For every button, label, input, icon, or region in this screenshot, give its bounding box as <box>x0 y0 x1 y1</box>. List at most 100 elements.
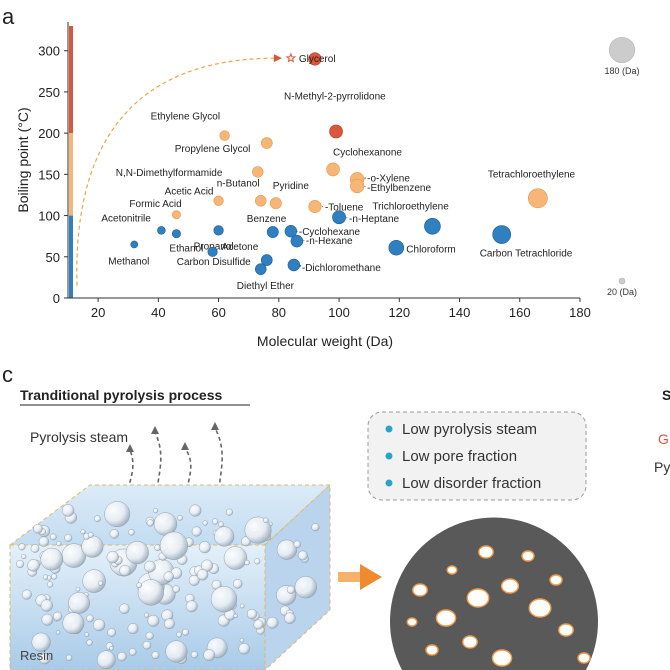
data-point <box>332 210 346 225</box>
point-label: Benzene <box>247 214 287 225</box>
bubble <box>39 652 51 665</box>
data-point <box>207 246 218 257</box>
bubble <box>86 639 93 646</box>
cutoff-py-fragment: Py <box>654 459 670 475</box>
point-label: -n-Heptane <box>349 214 399 225</box>
size-legend-circle <box>608 36 636 64</box>
data-points: Glycerol N-Methyl-2-pyrrolidone Ethylene G… <box>101 52 576 292</box>
resin-label: Resin <box>20 648 53 663</box>
y-tick-label: 300 <box>38 44 60 59</box>
point-label: -Ethylbenzene <box>367 183 431 194</box>
data-point <box>308 52 322 66</box>
bubble <box>128 648 137 656</box>
bubble <box>109 646 114 651</box>
data-point <box>527 188 548 209</box>
point-label: Ethanol <box>169 244 203 255</box>
resin-box <box>8 483 332 670</box>
data-point <box>424 217 441 235</box>
data-point <box>287 258 301 272</box>
bubble <box>152 507 159 514</box>
point-label: Propylene Glycol <box>175 144 251 155</box>
bubble <box>218 521 224 528</box>
bubble <box>297 550 308 561</box>
bubble <box>191 526 202 537</box>
x-tick-label: 180 <box>569 305 591 320</box>
data-point <box>213 225 224 236</box>
bubble <box>253 557 261 565</box>
trend-arrowhead <box>273 54 282 63</box>
arrow-shaft <box>338 572 360 582</box>
panel-label-a: a <box>2 4 15 29</box>
bullet-low-steam: Low pyrolysis steam <box>402 421 537 438</box>
point-label: Carbon Tetrachloride <box>480 249 573 260</box>
data-point <box>252 166 264 178</box>
bubble <box>49 533 57 541</box>
bubble <box>244 516 272 544</box>
bubble <box>136 582 142 589</box>
disk-pores <box>406 545 591 667</box>
point-label: Tetrachloroethylene <box>488 169 576 180</box>
data-point <box>349 178 365 194</box>
bubble <box>225 508 233 516</box>
bubble <box>75 586 81 592</box>
point-label: Diethyl Ether <box>237 281 295 292</box>
bubble <box>182 628 190 636</box>
bullet-dot <box>385 479 393 487</box>
property-box <box>367 411 587 501</box>
bubble <box>203 649 216 662</box>
trend-curve-path <box>76 57 282 286</box>
x-tick-label: 40 <box>151 305 165 320</box>
trend-curve <box>76 52 297 286</box>
data-point <box>308 199 322 214</box>
pore <box>406 617 418 627</box>
bubble <box>30 544 40 553</box>
pore <box>549 574 563 586</box>
point-label: N-Methyl-2-pyrrolidone <box>284 92 386 103</box>
bubble <box>61 504 75 517</box>
bubble <box>109 529 120 539</box>
bubble <box>233 613 238 619</box>
pore <box>558 623 574 637</box>
point-label: -Dichloromethane <box>302 263 381 274</box>
point-label: -o-Xylene <box>367 173 410 184</box>
data-point <box>269 197 282 210</box>
bubble <box>65 654 73 661</box>
steam-arrow <box>126 449 134 511</box>
bubble <box>144 560 156 573</box>
boiling-point-chart: a 20 40 60 80 100 120 140 160 180 0 50 100 150 200 250… <box>2 4 640 349</box>
data-point <box>213 195 224 206</box>
y-axis-label: Boiling point (°C) <box>15 107 31 212</box>
point-label: n-Butanol <box>217 179 260 190</box>
cutoff-heading-fragment: S <box>662 387 670 403</box>
bubble <box>55 630 61 635</box>
point-label: Carbon Disulfide <box>177 257 251 268</box>
data-point <box>157 226 166 235</box>
bubble <box>125 541 149 565</box>
arrowhead <box>126 444 134 452</box>
y-tick-label: 0 <box>53 291 60 306</box>
pore <box>528 598 552 618</box>
bubble <box>145 631 154 640</box>
bubble <box>46 581 54 588</box>
bubble <box>190 651 199 659</box>
bubble <box>18 543 26 551</box>
range-color-bar <box>69 26 73 298</box>
bubble <box>210 586 238 613</box>
bubble <box>52 611 63 621</box>
point-label: Trichloroethylene <box>372 201 449 212</box>
size-legend-circle <box>618 277 626 285</box>
point-label: -Toluene <box>325 203 364 214</box>
bubble <box>176 631 182 638</box>
bubble <box>56 540 62 547</box>
pore <box>462 635 478 649</box>
resin-bubbles <box>16 501 320 670</box>
bubble <box>119 564 131 577</box>
bubble <box>172 585 180 593</box>
data-point <box>260 254 273 266</box>
pore <box>478 545 494 559</box>
point-label: -n-Hexane <box>306 236 353 247</box>
point-label: Acetic Acid <box>165 187 214 198</box>
data-point <box>171 229 181 239</box>
bubble <box>294 576 317 599</box>
bubble <box>147 614 160 627</box>
